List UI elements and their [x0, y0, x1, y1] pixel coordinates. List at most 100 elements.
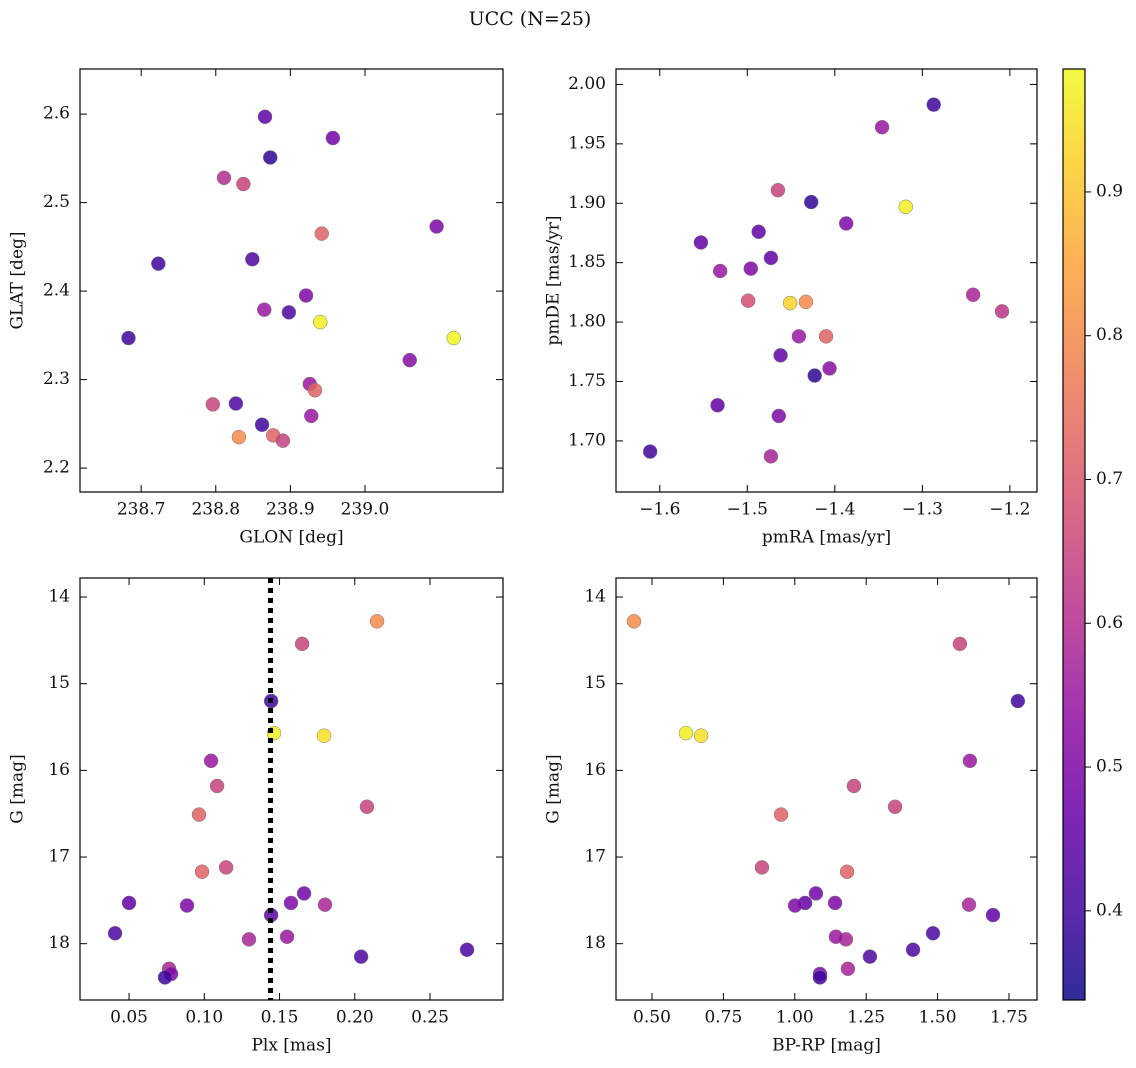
- point: [827, 895, 843, 911]
- y-tick-label: 17: [48, 847, 70, 867]
- point: [771, 408, 787, 424]
- y-tick-label: 16: [584, 760, 606, 780]
- point: [254, 417, 270, 432]
- y-tick-label: 1.70: [568, 430, 606, 450]
- x-axis-label: BP-RP [mag]: [772, 1036, 881, 1056]
- colorbar-frame: [1062, 68, 1086, 1001]
- point: [887, 799, 903, 815]
- y-tick-label: 1.80: [568, 312, 606, 332]
- y-tick-label: 14: [584, 587, 606, 607]
- point: [307, 382, 323, 398]
- y-axis-label: G [mag]: [544, 754, 564, 823]
- x-tick-label: −1.6: [639, 500, 680, 520]
- point: [807, 368, 822, 383]
- x-tick-label: 0.75: [704, 1008, 742, 1028]
- colorbar-tick-label: 0.7: [1096, 469, 1123, 489]
- point: [316, 728, 332, 743]
- point: [121, 330, 136, 346]
- point: [359, 799, 375, 815]
- point: [353, 949, 369, 964]
- x-tick-label: 1.25: [847, 1008, 885, 1028]
- y-tick-label: 2.6: [43, 104, 70, 124]
- point: [839, 864, 855, 880]
- point: [1010, 693, 1026, 709]
- x-tick-label: 0.10: [185, 1008, 223, 1028]
- point: [952, 636, 968, 652]
- y-tick-label: 16: [48, 760, 70, 780]
- x-tick-label: 0.15: [261, 1008, 299, 1028]
- point: [782, 295, 798, 311]
- y-tick-label: 1.85: [568, 252, 606, 272]
- point: [281, 305, 297, 320]
- point: [191, 807, 207, 822]
- x-tick-label: 0.25: [411, 1008, 449, 1028]
- y-tick-label: 2.2: [43, 458, 70, 478]
- point: [791, 329, 807, 344]
- point: [245, 252, 260, 267]
- point: [961, 897, 977, 912]
- axes-frame: [615, 577, 1038, 1001]
- point: [754, 860, 770, 875]
- point: [241, 932, 257, 947]
- point: [763, 250, 779, 266]
- x-tick-label: 0.20: [336, 1008, 374, 1028]
- point: [773, 807, 789, 822]
- y-tick-label: 1.90: [568, 193, 606, 213]
- y-tick-label: 2.4: [43, 281, 70, 301]
- point: [257, 109, 273, 125]
- point: [298, 288, 314, 303]
- point: [803, 194, 819, 210]
- point: [446, 330, 462, 346]
- x-axis-label: pmRA [mas/yr]: [762, 528, 891, 548]
- point: [743, 261, 759, 276]
- y-tick-label: 1.95: [568, 133, 606, 153]
- point: [459, 942, 475, 957]
- point: [626, 614, 642, 629]
- point: [751, 224, 766, 240]
- x-tick-label: 1.00: [776, 1008, 814, 1028]
- point: [898, 199, 913, 215]
- point: [179, 898, 195, 913]
- point: [325, 130, 341, 146]
- x-tick-label: 238.7: [117, 500, 166, 520]
- y-axis-label: G [mag]: [8, 754, 28, 823]
- colorbar: [1063, 69, 1085, 1000]
- point: [862, 949, 878, 964]
- x-tick-label: 0.50: [633, 1008, 671, 1028]
- point: [846, 778, 862, 794]
- colorbar-tick-label: 0.9: [1096, 181, 1123, 201]
- x-tick-label: 0.05: [110, 1008, 148, 1028]
- point: [279, 929, 295, 944]
- point: [838, 216, 854, 231]
- point: [926, 97, 941, 112]
- point: [678, 725, 694, 741]
- y-tick-label: 18: [48, 933, 70, 953]
- point: [642, 444, 658, 459]
- x-tick-label: −1.4: [814, 500, 855, 520]
- point: [429, 219, 444, 234]
- colorbar-tick-label: 0.6: [1096, 613, 1123, 633]
- point: [822, 361, 837, 376]
- point: [262, 150, 278, 165]
- x-tick-label: −1.3: [902, 500, 943, 520]
- point: [304, 408, 319, 424]
- point: [840, 961, 856, 977]
- x-tick-label: 238.8: [191, 500, 240, 520]
- point: [712, 263, 728, 279]
- point: [312, 314, 328, 330]
- point: [205, 397, 221, 412]
- point: [773, 348, 788, 363]
- axes-frame: [79, 577, 504, 1001]
- y-axis-label: GLAT [deg]: [8, 231, 28, 329]
- figure-title: UCC (N=25): [469, 8, 592, 30]
- point: [740, 293, 756, 308]
- point: [905, 942, 921, 957]
- x-tick-label: 238.9: [266, 500, 315, 520]
- point: [808, 886, 824, 901]
- y-tick-label: 15: [584, 673, 606, 693]
- point: [294, 636, 310, 652]
- y-axis-label: pmDE [mas/yr]: [544, 215, 564, 345]
- point: [218, 860, 234, 875]
- point: [818, 329, 834, 344]
- x-tick-label: 1.75: [990, 1008, 1028, 1028]
